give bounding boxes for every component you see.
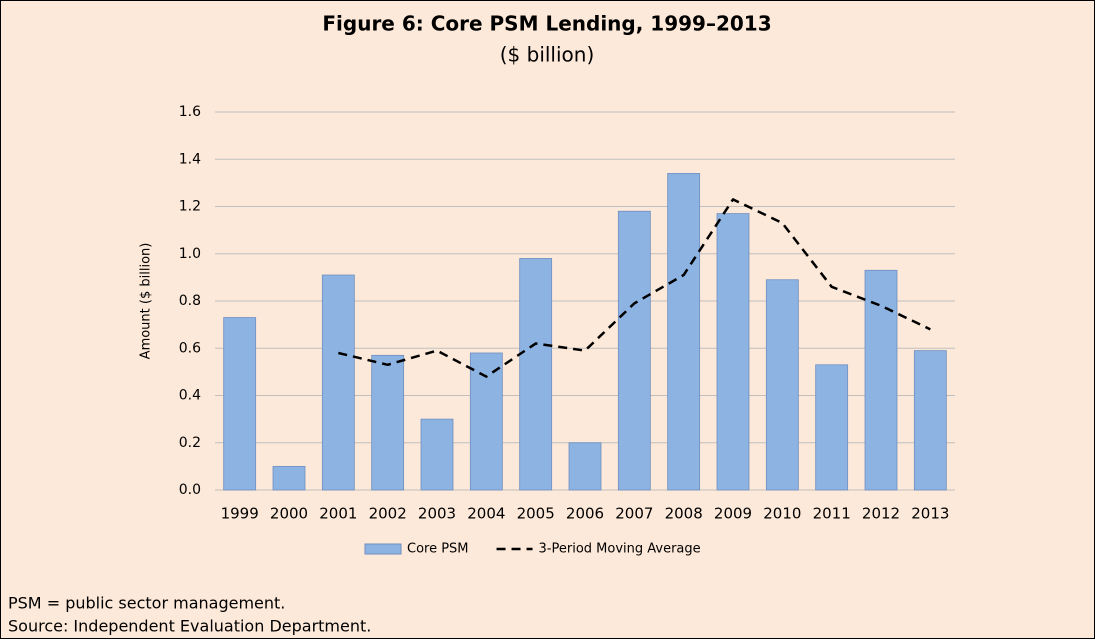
x-tick-label: 2002 — [369, 505, 407, 523]
line — [338, 198, 931, 378]
bar — [765, 279, 799, 491]
legend-swatch — [364, 543, 402, 555]
legend-label: Core PSM — [407, 542, 469, 557]
bar — [617, 210, 651, 491]
x-tick-label: 2010 — [763, 505, 801, 523]
x-tick-label: 2000 — [270, 505, 308, 523]
bar — [568, 442, 602, 491]
y-tick-label: 1.0 — [179, 246, 201, 262]
x-tick-label: 2013 — [911, 505, 949, 523]
x-tick-label: 2003 — [418, 505, 456, 523]
y-tick-label: 0.0 — [179, 482, 201, 498]
y-tick-label: 1.6 — [179, 104, 201, 120]
bar — [913, 350, 947, 491]
x-tick-label: 2009 — [714, 505, 752, 523]
chart-subtitle: ($ billion) — [500, 43, 595, 67]
bar — [519, 258, 553, 491]
bar — [272, 465, 306, 491]
y-tick-label: 0.4 — [179, 388, 201, 404]
x-tick-label: 2007 — [615, 505, 653, 523]
legend-label: 3-Period Moving Average — [539, 542, 701, 557]
bar — [815, 364, 849, 491]
bar — [223, 317, 257, 491]
y-tick-label: 0.6 — [179, 340, 201, 356]
x-tick-label: 1999 — [221, 505, 259, 523]
chart-title: Figure 6: Core PSM Lending, 1999–2013 — [322, 12, 771, 36]
bar — [667, 173, 701, 491]
y-tick-label: 0.2 — [179, 435, 201, 451]
note: Source: Independent Evaluation Departmen… — [8, 617, 371, 636]
x-tick-label: 2008 — [665, 505, 703, 523]
bar — [469, 352, 503, 491]
y-axis-label: Amount ($ billion) — [139, 243, 154, 360]
y-tick-label: 0.8 — [179, 293, 201, 309]
bar — [864, 269, 898, 491]
note: PSM = public sector management. — [8, 594, 285, 613]
bar — [321, 274, 355, 491]
y-tick-label: 1.4 — [179, 151, 201, 167]
x-tick-label: 2004 — [467, 505, 505, 523]
x-tick-label: 2012 — [862, 505, 900, 523]
bar — [716, 213, 750, 491]
x-tick-label: 2006 — [566, 505, 604, 523]
x-tick-label: 2001 — [319, 505, 357, 523]
x-tick-label: 2005 — [517, 505, 555, 523]
bar — [420, 418, 454, 491]
bar — [371, 354, 405, 491]
y-tick-label: 1.2 — [179, 199, 201, 215]
x-tick-label: 2011 — [813, 505, 851, 523]
